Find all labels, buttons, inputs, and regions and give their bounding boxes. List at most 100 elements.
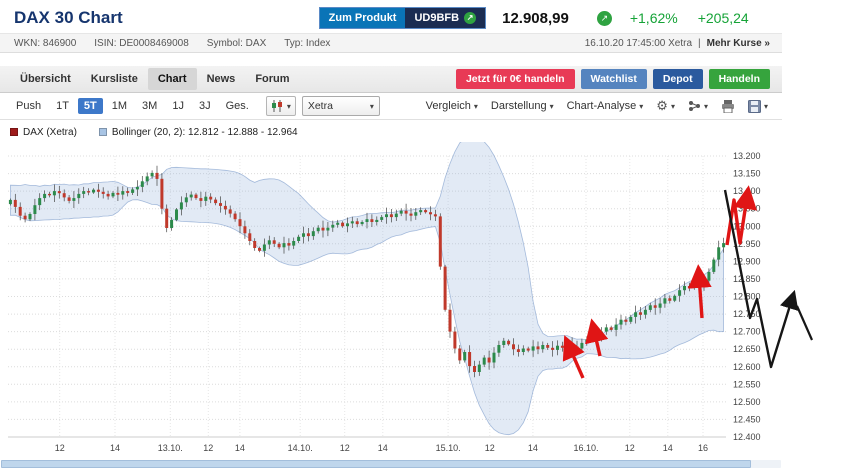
tab-uebersicht[interactable]: Übersicht [20, 73, 71, 85]
period-5t[interactable]: 5T [77, 98, 103, 114]
up-trend-icon: ↗ [464, 12, 477, 24]
chart-legend: DAX (Xetra) Bollinger (20, 2): 12.812 - … [0, 120, 782, 142]
spacer [0, 53, 782, 66]
quote-timestamp: 16.10.20 17:45:00 Xetra [584, 37, 693, 49]
depot-button[interactable]: Depot [652, 69, 703, 89]
chevron-down-icon: ▾ [549, 101, 554, 111]
period-ges[interactable]: Ges. [225, 100, 249, 112]
settings-menu[interactable]: ⚙ ▾ [656, 98, 675, 114]
product-code: UD9BFB [414, 12, 460, 24]
chevron-down-icon: ▾ [703, 101, 708, 111]
chart-type-dropdown[interactable]: ▾ [265, 96, 296, 116]
current-price: 12.908,99 [502, 9, 569, 27]
price-chart[interactable]: 12.400 12.450 12.500 12.550 12.600 12.650 12.7… [0, 142, 782, 460]
share-nodes-icon [688, 101, 700, 111]
svg-text:13.050: 13.050 [733, 204, 761, 214]
vergleich-menu[interactable]: Vergleich ▾ [426, 100, 478, 112]
svg-text:16.10.: 16.10. [573, 443, 598, 453]
period-3j[interactable]: 3J [198, 100, 211, 112]
legend-dax[interactable]: DAX (Xetra) [10, 127, 77, 138]
svg-text:15.10.: 15.10. [436, 443, 461, 453]
svg-text:14: 14 [378, 443, 388, 453]
svg-text:12: 12 [55, 443, 65, 453]
chevron-down-icon: ▾ [670, 101, 675, 111]
chart-toolbar: Push 1T 5T 1M 3M 1J 3J Ges. ▾ Xetra ▾ Ve… [0, 93, 782, 120]
svg-text:14: 14 [528, 443, 538, 453]
trade-now-button[interactable]: Jetzt für 0€ handeln [455, 69, 575, 89]
product-widget: Zum Produkt UD9BFB ↗ [318, 7, 487, 29]
chevron-down-icon: ▾ [286, 101, 291, 111]
svg-text:12: 12 [485, 443, 495, 453]
save-menu[interactable]: ▾ [747, 99, 768, 113]
exchange-value: Xetra [307, 100, 333, 112]
svg-text:13.000: 13.000 [733, 221, 761, 231]
darstellung-label: Darstellung [490, 100, 547, 112]
dax-series-swatch [10, 128, 18, 136]
printer-icon [721, 99, 734, 113]
period-1t[interactable]: 1T [56, 100, 69, 112]
scrollbar-thumb[interactable] [1, 460, 751, 468]
chevron-down-icon: ▾ [763, 101, 768, 111]
svg-text:12.400: 12.400 [733, 432, 761, 442]
dax-series-label: DAX (Xetra) [23, 126, 77, 138]
chart-analyse-menu[interactable]: Chart-Analyse ▾ [567, 100, 644, 112]
legend-bollinger[interactable]: Bollinger (20, 2): 12.812 - 12.888 - 12.… [98, 127, 298, 138]
candlestick-icon [271, 100, 282, 112]
svg-text:14: 14 [663, 443, 673, 453]
svg-text:12.950: 12.950 [733, 239, 761, 249]
save-disk-icon [747, 99, 761, 113]
svg-text:12: 12 [625, 443, 635, 453]
svg-text:12.850: 12.850 [733, 274, 761, 284]
chart-analyse-label: Chart-Analyse [566, 100, 637, 112]
svg-text:12: 12 [340, 443, 350, 453]
period-1m[interactable]: 1M [111, 100, 128, 112]
header: DAX 30 Chart Zum Produkt UD9BFB ↗ 12.908… [0, 0, 782, 33]
chart-scrollbar [1, 460, 781, 468]
zum-produkt-button[interactable]: Zum Produkt [319, 8, 406, 28]
tab-kursliste[interactable]: Kursliste [90, 73, 138, 85]
svg-text:12.800: 12.800 [733, 292, 761, 302]
tab-bar: Übersicht Kursliste Chart News Forum Jet… [0, 66, 782, 93]
chevron-down-icon: ▾ [639, 101, 644, 111]
print-button[interactable] [721, 99, 735, 113]
svg-text:14.10.: 14.10. [288, 443, 313, 453]
isin-label: ISIN: DE0008469008 [94, 37, 189, 49]
change-percent: +1,62% [629, 10, 678, 26]
svg-text:13.150: 13.150 [733, 169, 761, 179]
instrument-info-bar: WKN: 846900 ISIN: DE0008469008 Symbol: D… [0, 33, 782, 53]
mehr-kurse-link[interactable]: Mehr Kurse » [706, 37, 770, 49]
product-code-chip[interactable]: UD9BFB ↗ [405, 8, 486, 28]
svg-text:12.500: 12.500 [733, 397, 761, 407]
period-1j[interactable]: 1J [172, 100, 184, 112]
tab-news[interactable]: News [206, 73, 236, 85]
share-menu[interactable]: ▾ [688, 100, 708, 112]
symbol-label: Symbol: DAX [206, 37, 267, 49]
tab-chart[interactable]: Chart [147, 68, 197, 90]
bollinger-series-swatch [98, 128, 107, 136]
svg-text:12.750: 12.750 [733, 309, 761, 319]
svg-text:12.700: 12.700 [733, 327, 761, 337]
vergleich-label: Vergleich [425, 100, 471, 112]
svg-text:12.450: 12.450 [733, 414, 761, 424]
handeln-button[interactable]: Handeln [708, 69, 770, 89]
period-push[interactable]: Push [16, 100, 42, 112]
svg-text:13.100: 13.100 [733, 186, 761, 196]
darstellung-menu[interactable]: Darstellung ▾ [491, 100, 554, 112]
svg-text:16: 16 [698, 443, 708, 453]
svg-text:12.650: 12.650 [733, 344, 761, 354]
svg-text:13.200: 13.200 [733, 151, 761, 161]
svg-text:12.900: 12.900 [733, 256, 761, 266]
wkn-label: WKN: 846900 [14, 37, 77, 49]
page-title: DAX 30 Chart [14, 8, 123, 27]
svg-text:12.600: 12.600 [733, 362, 761, 372]
quote-page: DAX 30 Chart Zum Produkt UD9BFB ↗ 12.908… [0, 0, 782, 468]
svg-text:13.10.: 13.10. [158, 443, 183, 453]
watchlist-button[interactable]: Watchlist [580, 69, 647, 89]
separator: | [698, 37, 701, 49]
gear-icon: ⚙ [656, 98, 668, 113]
up-arrow-icon: ↗ [596, 10, 612, 26]
period-3m[interactable]: 3M [142, 100, 158, 112]
change-absolute: +205,24 [697, 10, 749, 26]
exchange-select[interactable]: Xetra ▾ [301, 96, 380, 116]
tab-forum[interactable]: Forum [255, 73, 290, 85]
